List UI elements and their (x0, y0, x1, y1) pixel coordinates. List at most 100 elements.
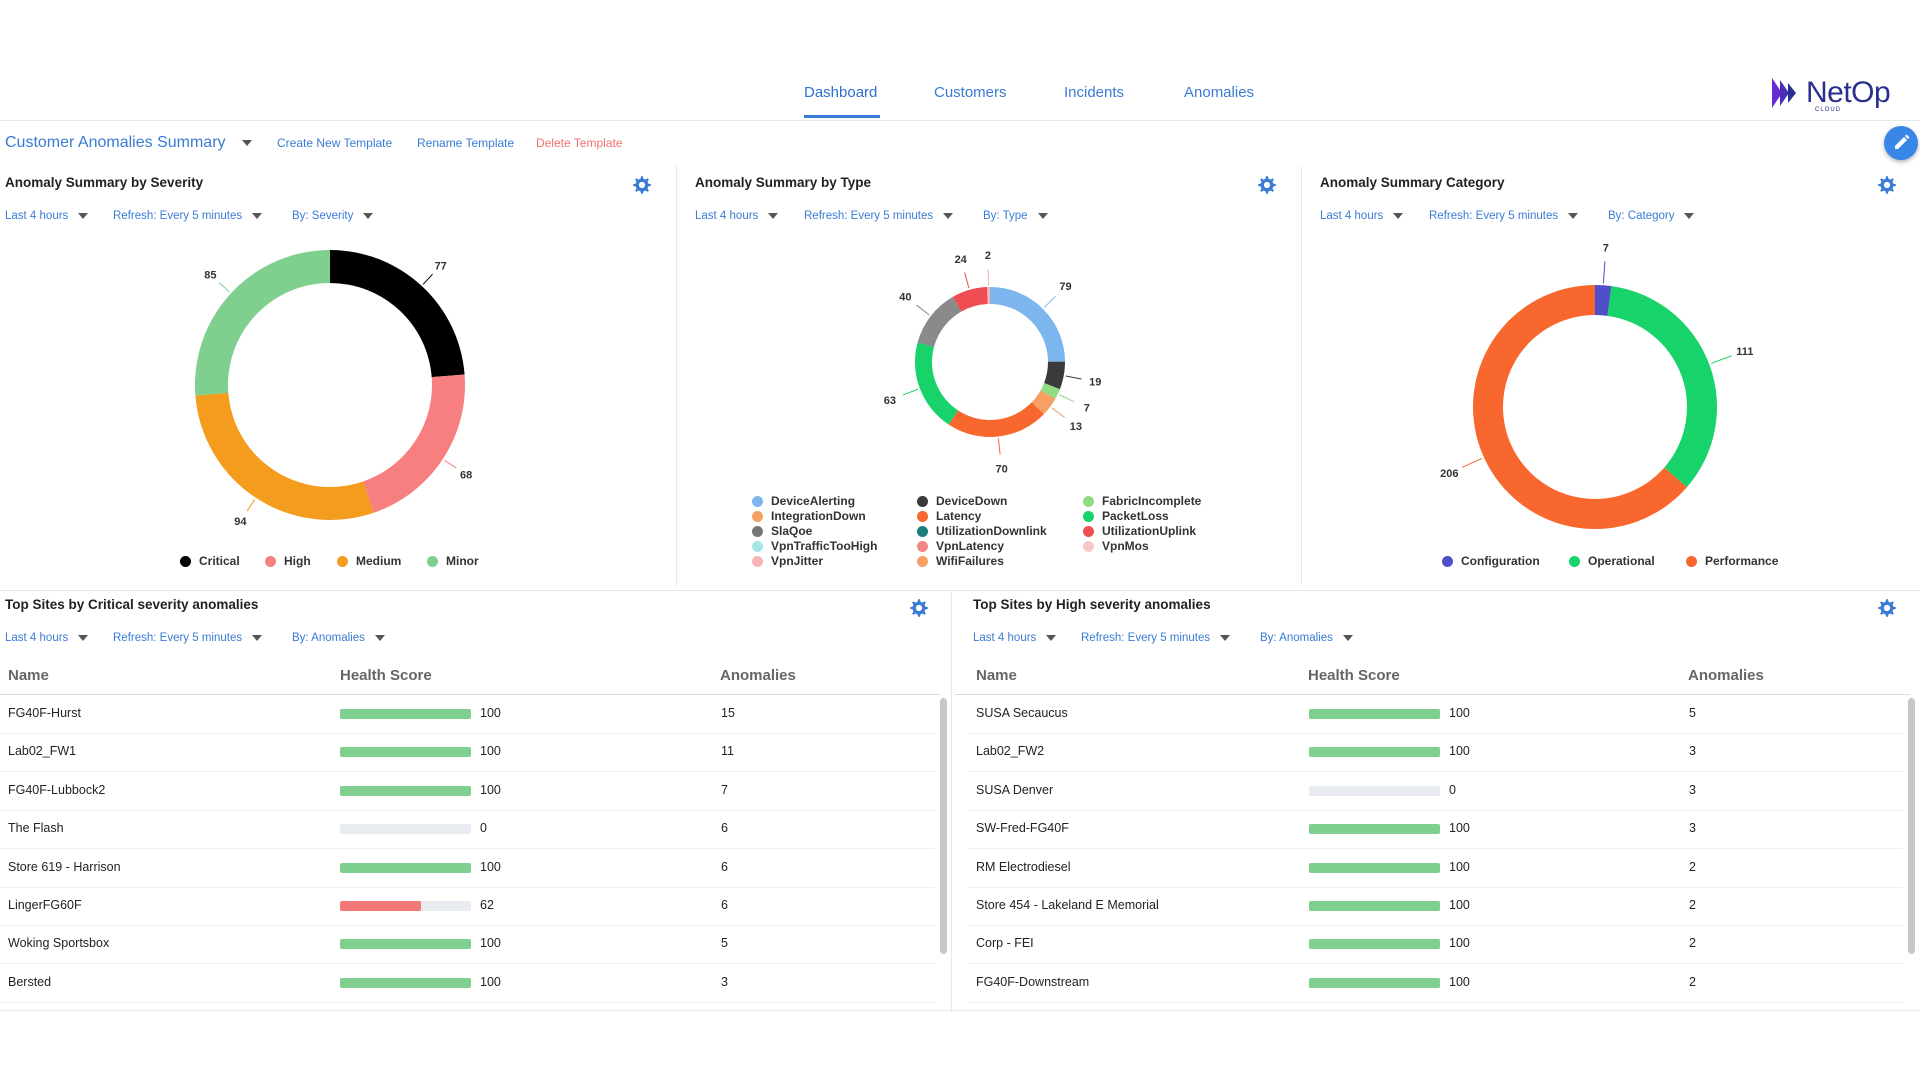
gear-icon[interactable] (908, 597, 930, 619)
legend-item[interactable]: Minor (427, 554, 479, 568)
tab-anomalies[interactable]: Anomalies (1184, 84, 1255, 101)
site-name[interactable]: Store 619 - Harrison (8, 859, 121, 874)
data-label: 2 (985, 250, 991, 262)
site-name[interactable]: Corp - FEI (976, 936, 1034, 951)
filter-label: Refresh: Every 5 minutes (1081, 632, 1211, 644)
legend-item[interactable]: FabricIncomplete (1083, 494, 1201, 508)
column-header-anomalies[interactable]: Anomalies (1688, 667, 1764, 684)
legend-item[interactable]: VpnJitter (752, 554, 823, 568)
column-header-health[interactable]: Health Score (1308, 667, 1400, 684)
legend-item[interactable]: SlaQoe (752, 524, 812, 538)
column-header-health[interactable]: Health Score (340, 667, 432, 684)
site-name[interactable]: FG40F-Lubbock2 (8, 782, 106, 797)
refresh-filter[interactable]: Refresh: Every 5 minutes (804, 210, 954, 222)
time-range-filter[interactable]: Last 4 hours (5, 632, 89, 644)
legend-item[interactable]: VpnTrafficTooHigh (752, 539, 877, 553)
donut-slice[interactable] (948, 402, 1044, 437)
panel-title-severity: Anomaly Summary by Severity (5, 175, 204, 190)
legend-item[interactable]: Configuration (1442, 554, 1540, 568)
gear-icon[interactable] (1256, 174, 1278, 196)
legend-item[interactable]: Critical (180, 554, 240, 568)
legend-item[interactable]: UtilizationDownlink (917, 524, 1047, 538)
site-name[interactable]: Lab02_FW2 (976, 744, 1045, 759)
site-name[interactable]: RM Electrodiesel (976, 859, 1071, 874)
donut-slice[interactable] (330, 250, 465, 378)
donut-slice[interactable] (1607, 286, 1717, 488)
time-range-filter[interactable]: Last 4 hours (1320, 210, 1404, 222)
row-divider (0, 771, 935, 773)
tab-dashboard[interactable]: Dashboard (804, 84, 878, 101)
template-selector[interactable]: Customer Anomalies Summary (5, 134, 252, 152)
legend-dot (427, 555, 438, 567)
donut-slice[interactable] (1473, 285, 1687, 529)
donut-slice[interactable] (915, 342, 958, 425)
site-name[interactable]: FG40F-Hurst (8, 706, 81, 720)
donut-slice[interactable] (987, 287, 990, 305)
site-name[interactable]: SUSA Denver (976, 782, 1054, 797)
legend-item[interactable]: VpnMos (1083, 539, 1149, 553)
filter-label: Last 4 hours (5, 210, 69, 222)
gear-icon[interactable] (1876, 597, 1898, 619)
edit-dashboard-button[interactable] (1884, 126, 1918, 160)
time-range-filter[interactable]: Last 4 hours (973, 632, 1057, 644)
donut-slice[interactable] (195, 250, 330, 396)
legend-item[interactable]: UtilizationUplink (1083, 524, 1196, 538)
legend-item[interactable]: Medium (337, 554, 401, 568)
scrollbar[interactable] (1908, 698, 1915, 954)
scrollbar[interactable] (940, 698, 947, 954)
delete-template-link[interactable]: Delete Template (536, 136, 623, 150)
site-name[interactable]: Woking Sportsbox (8, 936, 110, 951)
anomaly-count: 6 (721, 898, 728, 912)
site-name[interactable]: SUSA Secaucus (976, 706, 1068, 720)
create-template-link[interactable]: Create New Template (277, 136, 393, 150)
legend-item[interactable]: Operational (1569, 554, 1655, 568)
site-name[interactable]: LingerFG60F (8, 898, 82, 912)
legend-item[interactable]: PacketLoss (1083, 509, 1169, 523)
time-range-filter[interactable]: Last 4 hours (695, 210, 779, 222)
anomaly-count: 2 (1689, 974, 1696, 989)
donut-slice[interactable] (990, 287, 1065, 362)
refresh-filter[interactable]: Refresh: Every 5 minutes (1429, 210, 1579, 222)
donut-slice[interactable] (1595, 285, 1612, 316)
site-name[interactable]: Store 454 - Lakeland E Memorial (976, 898, 1159, 912)
groupby-filter[interactable]: By: Category (1608, 210, 1695, 222)
column-header-name[interactable]: Name (8, 667, 49, 684)
groupby-filter[interactable]: By: Anomalies (292, 632, 385, 644)
tab-incidents[interactable]: Incidents (1064, 84, 1125, 101)
legend-item[interactable]: IntegrationDown (752, 509, 866, 523)
refresh-filter[interactable]: Refresh: Every 5 minutes (113, 632, 263, 644)
donut-slice[interactable] (363, 374, 465, 513)
legend-item[interactable]: VpnLatency (917, 539, 1004, 553)
anomaly-count: 3 (721, 974, 728, 989)
legend-item[interactable]: DeviceDown (917, 494, 1007, 508)
legend-item[interactable]: WifiFailures (917, 554, 1004, 568)
site-name[interactable]: SW-Fred-FG40F (976, 821, 1069, 836)
legend-item[interactable]: Performance (1686, 554, 1778, 568)
site-name[interactable]: Bersted (8, 974, 52, 989)
gear-icon[interactable] (1876, 174, 1898, 196)
donut-slice[interactable] (1044, 361, 1065, 390)
site-name[interactable]: FG40F-Downstream (976, 974, 1090, 989)
donut-slice[interactable] (1031, 390, 1056, 415)
groupby-filter[interactable]: By: Anomalies (1260, 632, 1353, 644)
column-header-name[interactable]: Name (976, 667, 1017, 684)
groupby-filter[interactable]: By: Type (983, 210, 1048, 222)
groupby-filter[interactable]: By: Severity (292, 210, 374, 222)
time-range-filter[interactable]: Last 4 hours (5, 210, 89, 222)
donut-slice[interactable] (195, 392, 374, 520)
donut-slice[interactable] (917, 296, 962, 347)
legend-item[interactable]: DeviceAlerting (752, 494, 855, 508)
legend-item[interactable]: High (265, 554, 311, 568)
refresh-filter[interactable]: Refresh: Every 5 minutes (1081, 632, 1231, 644)
refresh-filter[interactable]: Refresh: Every 5 minutes (113, 210, 263, 222)
gear-icon[interactable] (631, 174, 653, 196)
donut-slice[interactable] (1040, 383, 1060, 399)
site-name[interactable]: The Flash (8, 821, 64, 836)
tab-customers[interactable]: Customers (934, 84, 1007, 101)
legend-item[interactable]: Latency (917, 509, 981, 523)
column-header-anomalies[interactable]: Anomalies (720, 667, 796, 684)
site-name[interactable]: Lab02_FW1 (8, 744, 77, 759)
rename-template-link[interactable]: Rename Template (417, 136, 515, 150)
donut-slice[interactable] (953, 287, 988, 312)
chevron-down-icon (1220, 634, 1231, 641)
